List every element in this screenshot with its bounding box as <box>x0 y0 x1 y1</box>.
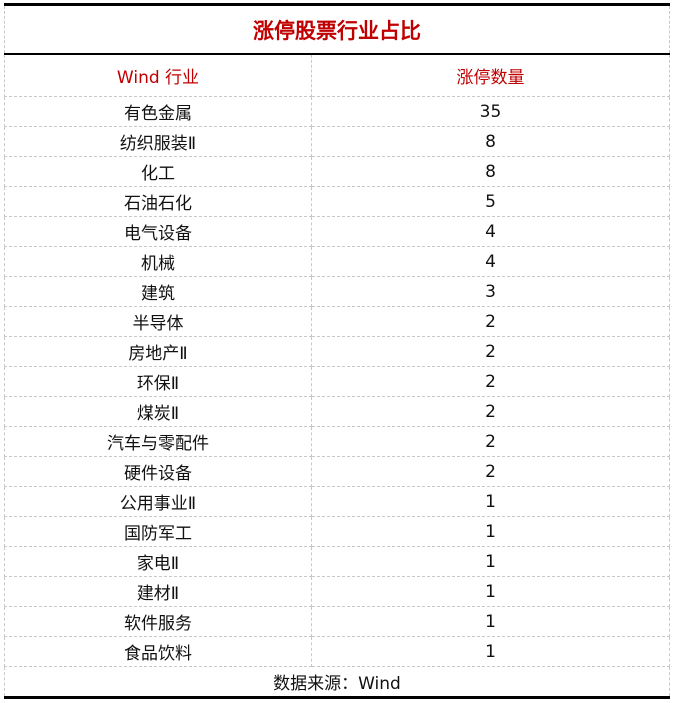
industry-cell: 家电Ⅱ <box>4 546 312 577</box>
count-cell: 2 <box>311 306 670 337</box>
table-row: 家电Ⅱ 1 <box>4 546 670 577</box>
industry-cell: 机械 <box>4 246 312 277</box>
header-industry: Wind 行业 <box>4 53 312 97</box>
count-cell: 4 <box>311 246 670 277</box>
count-cell: 2 <box>311 366 670 397</box>
table-row: 硬件设备 2 <box>4 456 670 487</box>
table-row: 建筑 3 <box>4 276 670 307</box>
industry-cell: 软件服务 <box>4 606 312 637</box>
industry-cell: 纺织服装Ⅱ <box>4 126 312 157</box>
industry-cell: 建材Ⅱ <box>4 576 312 607</box>
title-row: 涨停股票行业占比 <box>4 3 670 55</box>
industry-cell: 建筑 <box>4 276 312 307</box>
count-cell: 1 <box>311 576 670 607</box>
table-row: 国防军工 1 <box>4 516 670 547</box>
industry-cell: 环保Ⅱ <box>4 366 312 397</box>
count-cell: 2 <box>311 426 670 457</box>
table-row: 半导体 2 <box>4 306 670 337</box>
table-row: 食品饮料 1 <box>4 636 670 667</box>
count-cell: 1 <box>311 546 670 577</box>
count-cell: 4 <box>311 216 670 247</box>
table-row: 软件服务 1 <box>4 606 670 637</box>
industry-cell: 房地产Ⅱ <box>4 336 312 367</box>
count-cell: 1 <box>311 486 670 517</box>
count-cell: 3 <box>311 276 670 307</box>
industry-cell: 煤炭Ⅱ <box>4 396 312 427</box>
count-cell: 2 <box>311 336 670 367</box>
count-cell: 2 <box>311 456 670 487</box>
industry-cell: 化工 <box>4 156 312 187</box>
count-cell: 35 <box>311 96 670 127</box>
industry-cell: 公用事业Ⅱ <box>4 486 312 517</box>
table-row: 公用事业Ⅱ 1 <box>4 486 670 517</box>
table-row: 房地产Ⅱ 2 <box>4 336 670 367</box>
table-row: 机械 4 <box>4 246 670 277</box>
table-row: 石油石化 5 <box>4 186 670 217</box>
footer-row: 数据来源：Wind <box>4 666 670 699</box>
table-title: 涨停股票行业占比 <box>4 3 670 55</box>
industry-cell: 国防军工 <box>4 516 312 547</box>
header-count: 涨停数量 <box>311 53 670 97</box>
data-source-note: 数据来源：Wind <box>4 666 670 699</box>
industry-cell: 有色金属 <box>4 96 312 127</box>
table-row: 汽车与零配件 2 <box>4 426 670 457</box>
industry-cell: 食品饮料 <box>4 636 312 667</box>
industry-cell: 半导体 <box>4 306 312 337</box>
count-cell: 2 <box>311 396 670 427</box>
count-cell: 1 <box>311 516 670 547</box>
count-cell: 1 <box>311 636 670 667</box>
count-cell: 1 <box>311 606 670 637</box>
table-row: 电气设备 4 <box>4 216 670 247</box>
header-row: Wind 行业 涨停数量 <box>4 53 670 97</box>
industry-cell: 石油石化 <box>4 186 312 217</box>
industry-limit-up-table: 涨停股票行业占比 Wind 行业 涨停数量 有色金属 35 纺织服装Ⅱ 8 化工 8 石油石… <box>4 3 670 699</box>
count-cell: 8 <box>311 156 670 187</box>
count-cell: 8 <box>311 126 670 157</box>
table-row: 化工 8 <box>4 156 670 187</box>
count-cell: 5 <box>311 186 670 217</box>
table-row: 环保Ⅱ 2 <box>4 366 670 397</box>
industry-cell: 汽车与零配件 <box>4 426 312 457</box>
table-row: 纺织服装Ⅱ 8 <box>4 126 670 157</box>
industry-cell: 硬件设备 <box>4 456 312 487</box>
industry-limit-up-table-container: 涨停股票行业占比 Wind 行业 涨停数量 有色金属 35 纺织服装Ⅱ 8 化工 8 石油石… <box>4 3 670 699</box>
industry-cell: 电气设备 <box>4 216 312 247</box>
table-row: 建材Ⅱ 1 <box>4 576 670 607</box>
table-row: 煤炭Ⅱ 2 <box>4 396 670 427</box>
table-row: 有色金属 35 <box>4 96 670 127</box>
